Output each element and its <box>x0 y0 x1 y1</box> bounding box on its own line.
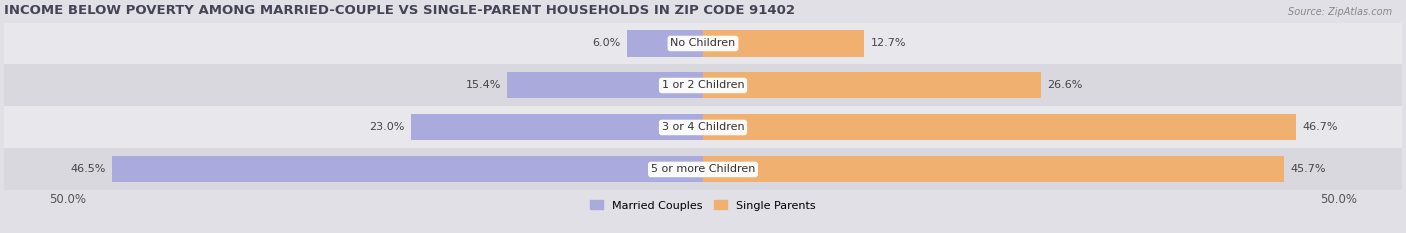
Text: 12.7%: 12.7% <box>870 38 907 48</box>
Legend: Married Couples, Single Parents: Married Couples, Single Parents <box>586 196 820 215</box>
Bar <box>703 31 865 57</box>
Bar <box>703 156 1284 182</box>
Text: 15.4%: 15.4% <box>465 80 501 90</box>
Bar <box>112 156 703 182</box>
Text: INCOME BELOW POVERTY AMONG MARRIED-COUPLE VS SINGLE-PARENT HOUSEHOLDS IN ZIP COD: INCOME BELOW POVERTY AMONG MARRIED-COUPL… <box>4 4 796 17</box>
Bar <box>703 72 1040 99</box>
Bar <box>4 106 1402 148</box>
Bar <box>627 31 703 57</box>
Text: 3 or 4 Children: 3 or 4 Children <box>662 123 744 133</box>
Text: 26.6%: 26.6% <box>1047 80 1083 90</box>
Text: 5 or more Children: 5 or more Children <box>651 164 755 175</box>
Bar <box>4 148 1402 190</box>
Text: 46.7%: 46.7% <box>1303 123 1339 133</box>
Bar <box>508 72 703 99</box>
Text: Source: ZipAtlas.com: Source: ZipAtlas.com <box>1288 7 1392 17</box>
Text: 1 or 2 Children: 1 or 2 Children <box>662 80 744 90</box>
Bar <box>411 114 703 140</box>
Text: 23.0%: 23.0% <box>368 123 405 133</box>
Bar <box>4 65 1402 106</box>
Text: 6.0%: 6.0% <box>592 38 620 48</box>
Text: No Children: No Children <box>671 38 735 48</box>
Bar <box>4 23 1402 65</box>
Bar <box>703 114 1296 140</box>
Text: 45.7%: 45.7% <box>1291 164 1326 175</box>
Text: 46.5%: 46.5% <box>70 164 105 175</box>
